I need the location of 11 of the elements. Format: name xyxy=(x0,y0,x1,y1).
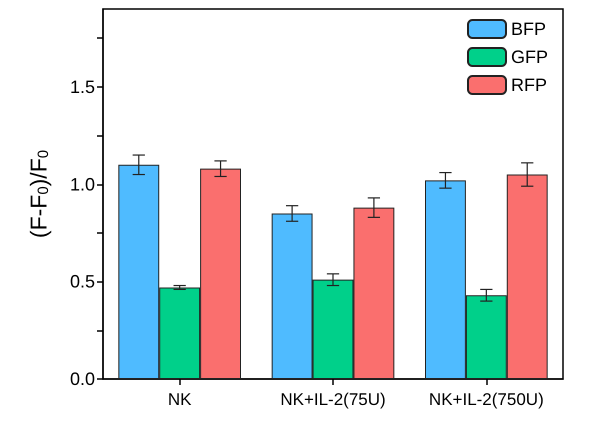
x-tick-label: NK xyxy=(168,390,192,409)
legend-label: GFP xyxy=(511,47,548,67)
legend-label: BFP xyxy=(511,19,546,39)
y-tick-label: 0.0 xyxy=(70,369,95,389)
x-tick-label: NK+IL-2(75U) xyxy=(280,390,386,409)
y-tick-label: 1.5 xyxy=(70,76,95,97)
y-tick-label: 1.0 xyxy=(70,174,95,194)
y-tick-label: 0.5 xyxy=(70,272,95,292)
x-tick-label: NK+IL-2(750U) xyxy=(428,390,544,409)
legend-label: RFP xyxy=(511,75,547,95)
y-axis-title: (F-F0)/F0 xyxy=(26,150,52,238)
